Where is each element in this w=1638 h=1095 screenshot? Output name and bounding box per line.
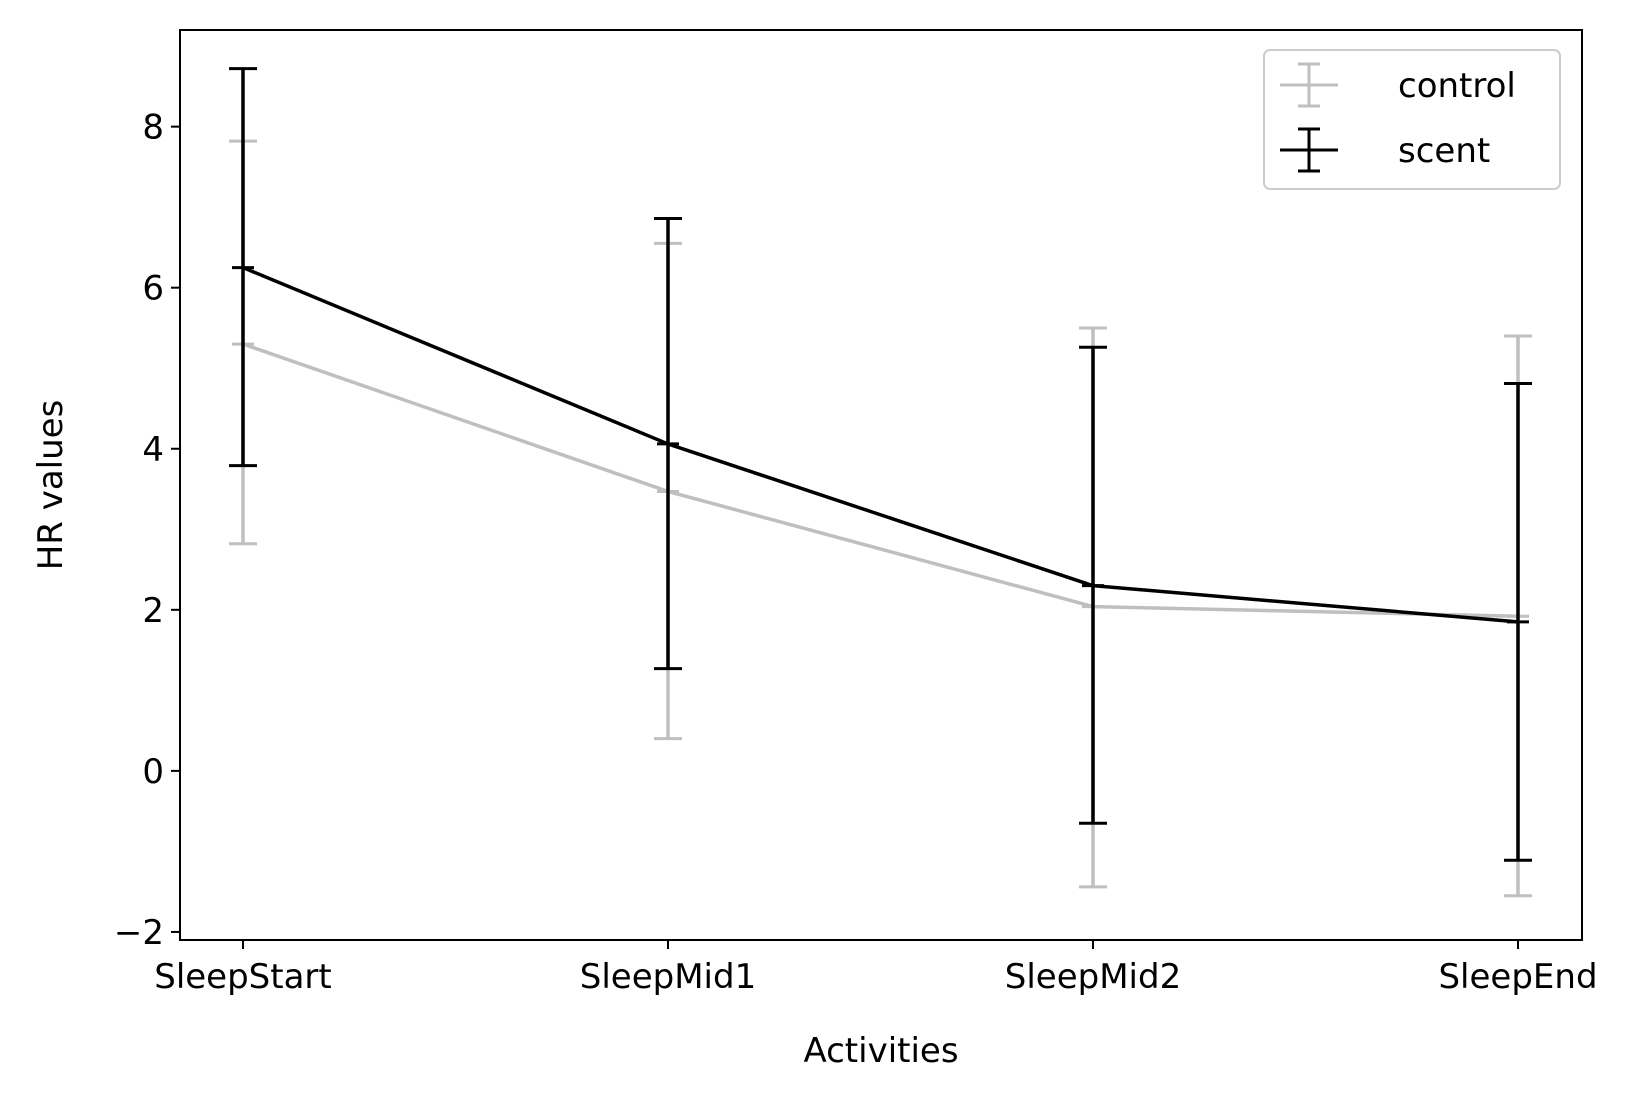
y-tick-label: −2 — [114, 913, 164, 953]
legend-label-scent: scent — [1398, 131, 1490, 171]
x-tick-label: SleepMid2 — [1005, 957, 1181, 997]
x-tick-label: SleepStart — [154, 957, 332, 997]
y-tick-label: 4 — [142, 430, 164, 470]
legend: control scent — [1263, 49, 1561, 190]
series-layer — [229, 67, 1532, 898]
series-line-control — [242, 342, 1519, 619]
legend-label-control: control — [1398, 66, 1516, 106]
x-tick-label: SleepMid1 — [580, 957, 756, 997]
legend-entry-control: control — [1280, 62, 1516, 108]
x-tick-label: SleepEnd — [1438, 957, 1597, 997]
y-tick-label: 8 — [142, 108, 164, 148]
y-tick-label: 2 — [142, 591, 164, 631]
legend-entry-scent: scent — [1280, 127, 1490, 173]
x-axis-ticks: SleepStart SleepMid1 SleepMid2 SleepEnd — [154, 940, 1598, 997]
y-axis-ticks: −2 0 2 4 6 8 — [114, 108, 180, 953]
plot-frame — [179, 29, 1583, 941]
y-tick-label: 6 — [142, 269, 164, 309]
y-tick-label: 0 — [142, 752, 164, 792]
series-scent — [229, 67, 1532, 862]
x-axis-label: Activities — [803, 1031, 958, 1071]
series-line-scent — [242, 265, 1519, 624]
y-axis-label: HR values — [31, 400, 71, 571]
